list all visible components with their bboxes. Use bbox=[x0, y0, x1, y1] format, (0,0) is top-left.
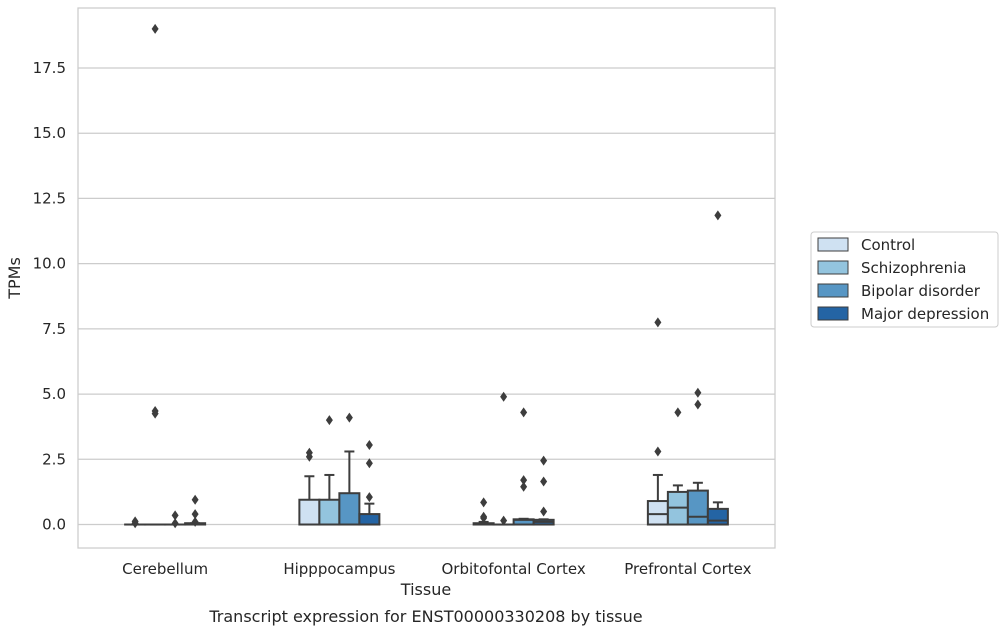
legend-label: Major depression bbox=[861, 305, 989, 323]
legend-swatch bbox=[817, 237, 849, 252]
plot-frame bbox=[77, 7, 776, 549]
y-tick-label: 15.0 bbox=[33, 124, 66, 142]
outlier-point bbox=[151, 23, 159, 34]
x-axis-label: Tissue bbox=[400, 580, 451, 599]
outlier-point bbox=[325, 415, 333, 426]
outlier-point bbox=[480, 511, 488, 522]
box-major-depression bbox=[706, 210, 729, 526]
y-tick-label: 12.5 bbox=[33, 189, 66, 207]
outlier-point bbox=[191, 516, 199, 527]
box-major-depression bbox=[358, 439, 381, 526]
box-schizophrenia bbox=[492, 391, 515, 526]
outlier-point bbox=[674, 407, 682, 418]
y-tick-label: 10.0 bbox=[33, 255, 66, 273]
box-bipolar-disorder bbox=[164, 510, 187, 529]
outlier-point bbox=[480, 497, 488, 508]
box-control bbox=[646, 317, 669, 526]
box-rect bbox=[646, 500, 669, 526]
outlier-point bbox=[171, 510, 179, 521]
y-tick-label: 5.0 bbox=[42, 385, 66, 403]
y-tick-label: 2.5 bbox=[42, 450, 66, 468]
x-axis-ticks: Cerebellum Hipppocampus Orbitofontal Corte… bbox=[122, 560, 751, 578]
box-bipolar-disorder bbox=[686, 387, 709, 526]
outlier-point bbox=[540, 476, 548, 487]
outlier-point bbox=[191, 509, 199, 520]
legend-swatch bbox=[817, 260, 849, 275]
outlier-point bbox=[540, 506, 548, 517]
legend-item: Bipolar disorder bbox=[817, 282, 981, 300]
legend: Control Schizophrenia Bipolar disorder Majo… bbox=[810, 231, 999, 328]
plot-area bbox=[78, 8, 775, 548]
box-series bbox=[124, 23, 729, 529]
outlier-point bbox=[654, 317, 662, 328]
box-rect bbox=[338, 492, 361, 526]
legend-swatch bbox=[817, 306, 849, 321]
x-tick-label: Hipppocampus bbox=[283, 560, 395, 578]
legend-item: Major depression bbox=[817, 305, 989, 323]
y-tick-label: 0.0 bbox=[42, 516, 66, 534]
legend-item: Control bbox=[817, 236, 915, 254]
x-tick-label: Cerebellum bbox=[122, 560, 208, 578]
legend-frame bbox=[810, 231, 999, 328]
box-rect bbox=[358, 513, 381, 526]
box-control bbox=[298, 447, 321, 526]
outlier-point bbox=[171, 518, 179, 529]
outlier-point bbox=[714, 210, 722, 221]
box-schizophrenia bbox=[666, 407, 689, 526]
box-rect bbox=[706, 507, 729, 526]
outlier-point bbox=[654, 446, 662, 457]
legend-label: Schizophrenia bbox=[861, 259, 966, 277]
outlier-point bbox=[151, 408, 159, 419]
box-rect bbox=[318, 498, 341, 526]
outlier-point bbox=[131, 516, 139, 527]
x-tick-label: Orbitofontal Cortex bbox=[442, 560, 586, 578]
box-major-depression bbox=[184, 494, 207, 527]
box-rect bbox=[686, 489, 709, 526]
y-tick-label: 7.5 bbox=[42, 320, 66, 338]
y-tick-label: 17.5 bbox=[33, 59, 66, 77]
legend-item: Schizophrenia bbox=[817, 259, 966, 277]
outlier-point bbox=[540, 455, 548, 466]
outlier-point bbox=[365, 439, 373, 450]
outlier-point bbox=[520, 407, 528, 418]
outlier-point bbox=[305, 447, 313, 458]
grid-lines bbox=[78, 67, 775, 526]
box-bipolar-disorder bbox=[338, 412, 361, 526]
outlier-point bbox=[694, 387, 702, 398]
box-rect bbox=[298, 498, 321, 526]
outlier-point bbox=[345, 412, 353, 423]
outlier-point bbox=[500, 515, 508, 526]
x-tick-label: Prefrontal Cortex bbox=[624, 560, 751, 578]
y-axis-ticks: 0.0 2.5 5.0 7.5 10.0 12.5 15.0 17.5 bbox=[33, 59, 66, 534]
box-major-depression bbox=[532, 455, 555, 526]
y-axis-label: TPMs bbox=[5, 257, 24, 300]
outlier-point bbox=[365, 458, 373, 469]
outlier-point bbox=[520, 475, 528, 486]
outlier-point bbox=[191, 494, 199, 505]
outlier-point bbox=[365, 492, 373, 503]
outlier-point bbox=[520, 481, 528, 492]
legend-label: Bipolar disorder bbox=[861, 282, 981, 300]
box-control bbox=[472, 497, 495, 526]
legend-swatch bbox=[817, 283, 849, 298]
outlier-point bbox=[500, 391, 508, 402]
chart-caption: Transcript expression for ENST0000033020… bbox=[208, 607, 642, 626]
outlier-point bbox=[694, 399, 702, 410]
legend-label: Control bbox=[861, 236, 915, 254]
